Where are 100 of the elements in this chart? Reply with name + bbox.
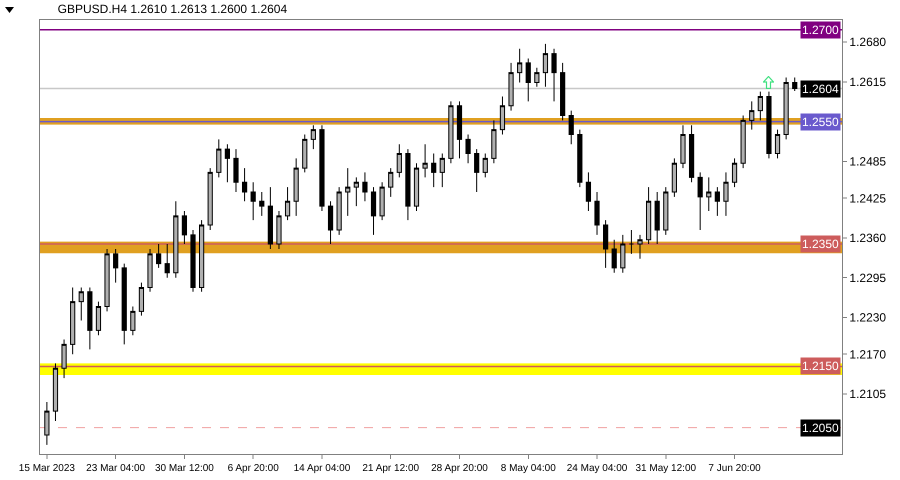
y-tick-label: 1.2615: [849, 75, 886, 90]
candlestick: [78, 287, 84, 322]
ref-line-label: 1.2050: [802, 421, 840, 435]
candlestick: [688, 124, 694, 183]
x-tick-label: 6 Apr 20:00: [228, 463, 280, 474]
candlestick: [319, 124, 325, 212]
x-tick-label: 15 Mar 2023: [18, 463, 76, 474]
x-tick-label: 31 May 12:00: [635, 463, 697, 474]
x-tick-label: 24 May 04:00: [566, 463, 628, 474]
candlestick: [294, 158, 299, 216]
y-tick-label: 1.2295: [849, 270, 886, 285]
candlestick: [224, 144, 230, 183]
candlestick: [259, 192, 264, 216]
candlestick: [242, 168, 248, 202]
candlestick: [431, 152, 436, 188]
y-tick-label: 1.2105: [849, 387, 886, 402]
candlestick: [147, 248, 153, 292]
candlestick: [766, 91, 772, 159]
candlestick: [310, 124, 316, 150]
candlestick: [663, 186, 668, 236]
candlestick: [216, 138, 222, 178]
candlestick: [698, 172, 703, 230]
y-tick-label: 1.2170: [849, 347, 886, 362]
x-tick-label: 14 Apr 04:00: [294, 463, 351, 474]
x-tick-label: 30 Mar 12:00: [154, 463, 214, 474]
candlestick: [156, 244, 162, 268]
candlestick: [620, 234, 626, 274]
y-tick-label: 1.2425: [849, 191, 886, 206]
x-tick-label: 21 Apr 12:00: [362, 463, 420, 474]
candlestick: [336, 186, 342, 236]
ref-line-label: 1.2700: [802, 23, 840, 37]
candlestick: [440, 152, 445, 188]
candlestick: [577, 129, 582, 188]
ref-line-label: 1.2550: [802, 115, 840, 129]
ref-line-label: 1.2150: [802, 359, 840, 373]
candlestick: [482, 152, 488, 178]
candlestick: [208, 168, 213, 230]
ref-line-label: 1.2604: [802, 82, 840, 96]
candlestick: [465, 134, 471, 164]
candlestick: [594, 192, 600, 236]
x-tick-label: 28 Apr 20:00: [431, 463, 488, 474]
candlestick: [422, 144, 428, 178]
candlestick: [96, 301, 102, 336]
candlestick: [526, 58, 531, 102]
candlestick: [354, 176, 359, 207]
candlestick: [448, 100, 454, 164]
candlestick: [491, 120, 496, 164]
x-tick-label: 23 Mar 04:00: [86, 463, 146, 474]
candlestick: [87, 287, 92, 350]
candlestick: [749, 100, 754, 130]
candlestick: [370, 186, 376, 236]
candlestick: [268, 186, 273, 250]
candlestick: [173, 200, 178, 278]
candlestick: [680, 124, 686, 169]
candlestick: [654, 192, 660, 245]
candlestick: [534, 67, 540, 88]
candlestick: [784, 77, 789, 140]
candlestick: [182, 210, 188, 245]
candlestick: [740, 114, 746, 169]
candlestick: [164, 244, 170, 278]
candlestick: [706, 176, 712, 212]
candlestick: [190, 229, 196, 292]
candlestick: [302, 134, 308, 173]
candlestick: [774, 129, 780, 159]
ref-line-label: 1.2350: [802, 237, 840, 251]
x-tick-label: 8 May 04:00: [500, 463, 556, 474]
candlestick: [396, 144, 402, 178]
y-tick-label: 1.2680: [849, 35, 886, 50]
candlestick: [603, 220, 608, 268]
candlestick: [560, 62, 566, 121]
candlestick: [70, 287, 76, 355]
candlestick: [61, 339, 67, 379]
candlestick: [628, 229, 634, 254]
candlestick: [362, 172, 368, 202]
candlestick: [52, 362, 58, 422]
candlestick: [517, 48, 522, 83]
x-tick-label: 7 Jun 20:00: [708, 463, 762, 474]
candlestick: [345, 168, 350, 216]
candlestick: [405, 148, 411, 221]
candlestick: [758, 91, 763, 121]
candlestick: [500, 96, 506, 135]
candlestick: [792, 77, 798, 92]
candlestick: [113, 248, 118, 284]
candlestick: [199, 220, 204, 292]
candlestick: [723, 172, 729, 216]
candlestick: [456, 100, 462, 159]
candlestick: [233, 148, 239, 193]
candlestick: [672, 158, 677, 198]
y-tick-label: 1.2360: [849, 231, 886, 246]
y-tick-label: 1.2485: [849, 154, 886, 169]
candlestick: [612, 239, 617, 274]
candlestick: [380, 182, 385, 221]
y-tick-label: 1.2230: [849, 310, 886, 325]
candlestick: [508, 62, 514, 112]
candlestick: [276, 210, 282, 250]
candlestick: [104, 248, 110, 312]
candlestick: [250, 182, 256, 221]
candlestick: [586, 172, 592, 212]
chart-title: GBPUSD.H4 1.2610 1.2613 1.2600 1.2604: [58, 2, 288, 16]
candlestick: [732, 158, 738, 188]
